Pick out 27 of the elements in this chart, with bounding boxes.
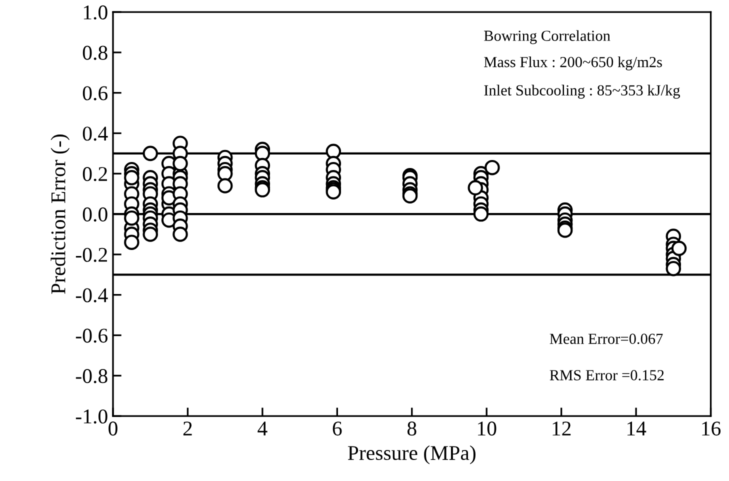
y-tick-label: -0.2 xyxy=(76,248,107,262)
annotation: RMS Error =0.152 xyxy=(550,370,664,380)
x-tick-label: 12 xyxy=(552,422,571,436)
y-tick-label: 0.2 xyxy=(82,167,107,182)
y-tick-label: 1.0 xyxy=(84,5,108,20)
y-tick-label: 0.6 xyxy=(82,86,108,100)
x-tick-label: 16 xyxy=(702,422,721,436)
annotation: Inlet Subcooling : 85~353 kJ/kg xyxy=(484,84,680,99)
y-tick-label: 0.0 xyxy=(82,207,108,222)
y-tick-label: -0.8 xyxy=(76,369,108,384)
annotation: Mass Flux : 200~650 kg/m2s xyxy=(484,56,662,70)
y-tick-label: -1.0 xyxy=(76,409,108,424)
y-tick-label: 0.4 xyxy=(82,126,108,141)
x-tick-label: 14 xyxy=(627,422,646,436)
y-axis-title: Prediction Error (-) xyxy=(50,134,70,294)
y-tick-label: -0.6 xyxy=(76,328,108,343)
x-tick-label: 8 xyxy=(407,422,416,436)
x-tick-label: 0 xyxy=(108,422,118,436)
y-tick-label: 0.8 xyxy=(82,46,108,60)
annotation: Mean Error=0.067 xyxy=(550,334,663,344)
annotation: Bowring Correlation xyxy=(484,30,610,44)
x-tick-label: 4 xyxy=(258,422,268,436)
x-tick-label: 6 xyxy=(332,422,342,436)
x-tick-label: 2 xyxy=(183,422,192,436)
y-tick-label: -0.4 xyxy=(76,288,108,302)
x-axis-title: Pressure (MPa) xyxy=(348,445,476,464)
x-tick-label: 10 xyxy=(478,422,496,436)
